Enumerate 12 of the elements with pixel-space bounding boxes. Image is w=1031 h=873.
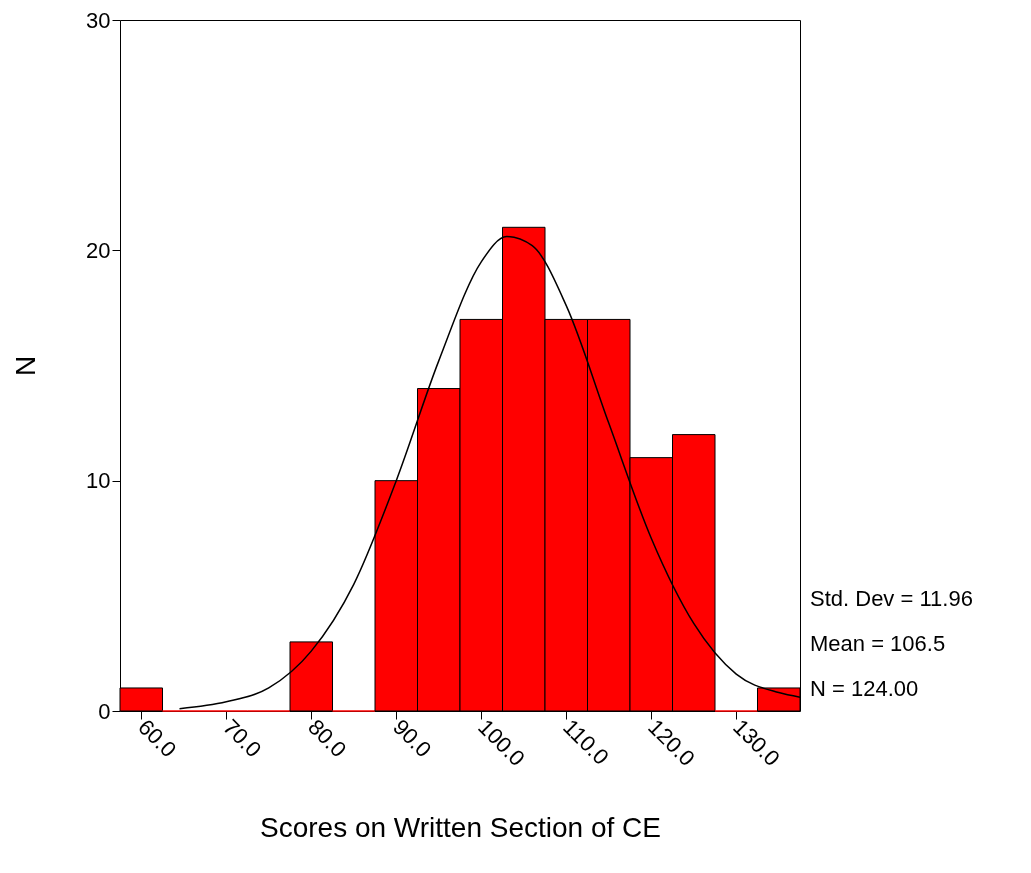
x-tick-label: 80.0 [303, 714, 352, 763]
text: Std. Dev = 11.96 [810, 586, 973, 611]
y-axis-title: N [10, 355, 42, 377]
y-tick-label: 10 [86, 468, 111, 494]
x-tick-label: 90.0 [388, 714, 437, 763]
text: Mean = 106.5 [810, 631, 946, 656]
x-axis-title: Scores on Written Section of CE [260, 812, 661, 844]
text: N = 124.00 [810, 676, 919, 701]
y-tick-label: 20 [86, 237, 111, 263]
x-tick-label: 60.0 [133, 714, 182, 763]
y-tick-label: 0 [98, 698, 111, 724]
y-tick-label: 30 [86, 7, 111, 33]
